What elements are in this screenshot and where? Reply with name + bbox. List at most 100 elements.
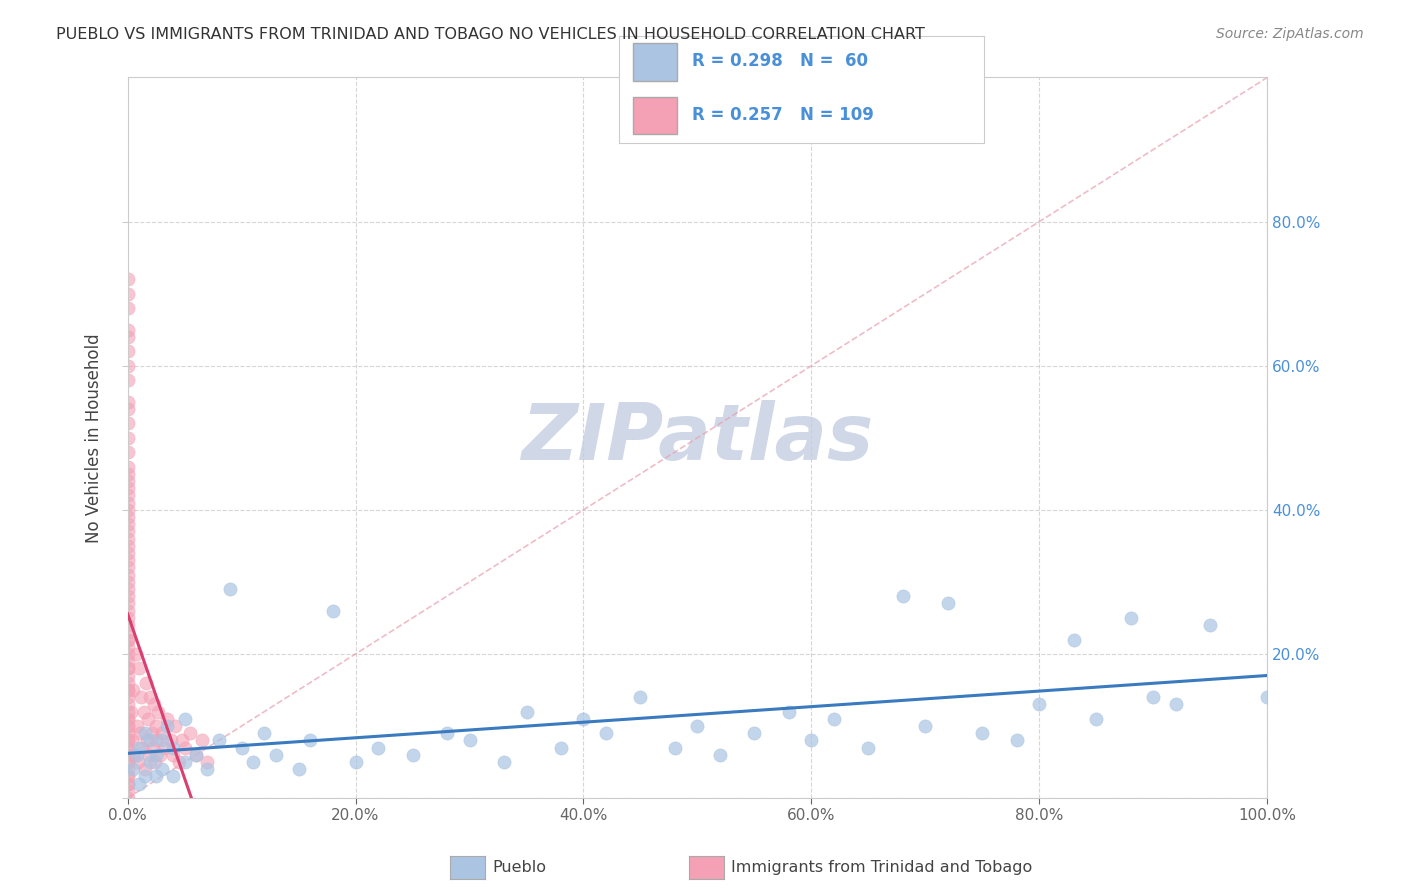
Point [1199, 618, 1222, 632]
Point [117, 560, 139, 574]
Point [242, 755, 264, 769]
Bar [633, 43, 678, 80]
Point [117, 481, 139, 495]
Point [117, 640, 139, 654]
Point [344, 755, 367, 769]
Point [253, 726, 276, 740]
Point [117, 474, 139, 488]
Point [139, 690, 162, 705]
Point [132, 705, 155, 719]
Point [1256, 690, 1278, 705]
Point [117, 301, 139, 315]
Point [125, 719, 148, 733]
Point [287, 762, 309, 776]
Point [117, 589, 139, 603]
Point [572, 712, 595, 726]
Point [117, 323, 139, 337]
Point [117, 431, 139, 445]
Point [148, 747, 170, 762]
Point [117, 467, 139, 481]
Point [122, 762, 145, 776]
Point [117, 532, 139, 546]
Point [117, 359, 139, 373]
Point [117, 777, 139, 791]
Point [117, 733, 139, 747]
Point [136, 712, 159, 726]
Point [162, 769, 184, 783]
Point [1085, 712, 1108, 726]
Point [117, 755, 139, 769]
Text: PUEBLO VS IMMIGRANTS FROM TRINIDAD AND TOBAGO NO VEHICLES IN HOUSEHOLD CORRELATI: PUEBLO VS IMMIGRANTS FROM TRINIDAD AND T… [56, 27, 925, 42]
Point [800, 733, 823, 747]
Point [117, 567, 139, 582]
Point [117, 661, 139, 675]
Point [190, 733, 212, 747]
Point [322, 604, 344, 618]
Text: ZIPatlas: ZIPatlas [522, 400, 873, 475]
Point [121, 733, 143, 747]
Point [117, 330, 139, 344]
Point [117, 524, 139, 539]
Point [139, 755, 162, 769]
Point [143, 755, 166, 769]
Point [117, 517, 139, 532]
Point [145, 769, 167, 783]
Point [264, 747, 287, 762]
Point [117, 445, 139, 459]
Point [117, 574, 139, 589]
Point [117, 539, 139, 553]
Point [117, 705, 139, 719]
Point [128, 661, 150, 675]
Point [401, 747, 423, 762]
Bar [633, 96, 678, 134]
Point [117, 401, 139, 416]
Point [124, 747, 146, 762]
Point [709, 747, 731, 762]
Point [165, 719, 187, 733]
Point [173, 755, 195, 769]
Point [117, 784, 139, 798]
Point [117, 459, 139, 474]
Point [173, 740, 195, 755]
Point [173, 712, 195, 726]
Point [142, 740, 165, 755]
Point [117, 488, 139, 502]
Point [117, 668, 139, 682]
Point [117, 625, 139, 640]
Point [231, 740, 253, 755]
Point [150, 733, 173, 747]
Text: Pueblo: Pueblo [492, 861, 546, 875]
Point [117, 495, 139, 509]
Point [197, 762, 219, 776]
Point [167, 755, 190, 769]
Point [117, 611, 139, 625]
Point [117, 747, 139, 762]
Point [117, 769, 139, 783]
Point [117, 712, 139, 726]
Point [117, 719, 139, 733]
Point [1063, 632, 1085, 647]
Point [117, 719, 139, 733]
Point [117, 417, 139, 431]
Point [595, 726, 617, 740]
Point [117, 632, 139, 647]
Point [128, 777, 150, 791]
Point [436, 726, 458, 740]
Point [117, 510, 139, 524]
Point [117, 546, 139, 560]
Point [891, 589, 914, 603]
Point [117, 726, 139, 740]
Point [141, 726, 163, 740]
Point [131, 740, 153, 755]
Point [117, 597, 139, 611]
Point [122, 683, 145, 698]
Point [134, 762, 156, 776]
Point [184, 747, 207, 762]
Point [138, 747, 160, 762]
Point [117, 698, 139, 712]
Point [117, 618, 139, 632]
Point [117, 344, 139, 359]
Point [914, 719, 936, 733]
Point [135, 675, 157, 690]
Point [1166, 698, 1188, 712]
